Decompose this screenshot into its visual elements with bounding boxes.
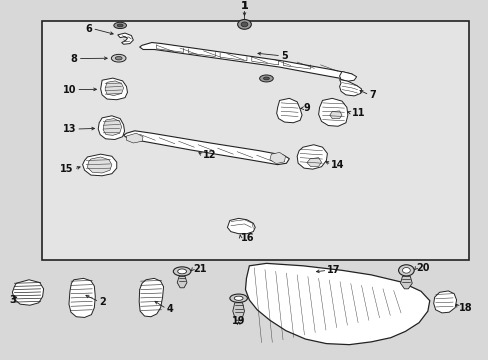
Ellipse shape [173,267,190,276]
Ellipse shape [114,22,126,28]
Polygon shape [318,98,347,126]
Polygon shape [306,158,321,167]
Polygon shape [433,291,456,313]
Polygon shape [105,81,123,95]
Circle shape [237,19,251,29]
Polygon shape [232,303,244,320]
Text: 6: 6 [85,23,92,33]
Text: 20: 20 [415,263,429,273]
Polygon shape [139,278,163,317]
Polygon shape [12,280,43,305]
Text: 10: 10 [62,85,76,95]
Text: 12: 12 [203,150,216,160]
Text: 5: 5 [281,51,287,61]
Polygon shape [87,157,112,173]
Polygon shape [329,111,341,118]
Text: 16: 16 [240,233,254,243]
Text: 8: 8 [71,54,78,64]
Circle shape [398,265,413,276]
Polygon shape [245,264,429,345]
Ellipse shape [111,54,126,62]
Text: 14: 14 [330,159,344,170]
Ellipse shape [115,57,122,60]
Polygon shape [101,78,127,100]
Ellipse shape [234,296,243,300]
Text: 11: 11 [351,108,365,118]
Bar [42,21,468,260]
Text: 7: 7 [368,90,375,100]
Ellipse shape [263,77,269,80]
Polygon shape [82,154,117,176]
Text: 9: 9 [304,103,310,113]
Polygon shape [69,278,95,318]
Text: 15: 15 [60,164,74,174]
Text: 17: 17 [327,265,340,275]
Ellipse shape [177,269,186,274]
Text: 19: 19 [231,316,245,326]
Polygon shape [297,145,327,169]
Text: 18: 18 [458,303,472,313]
Polygon shape [126,133,143,143]
Text: 1: 1 [240,1,248,11]
Polygon shape [98,116,124,140]
Text: 13: 13 [62,124,76,134]
Text: 2: 2 [99,297,106,307]
Ellipse shape [117,24,123,27]
Polygon shape [140,42,353,80]
Polygon shape [400,276,411,289]
Text: 1: 1 [240,1,248,11]
Polygon shape [118,33,133,44]
Circle shape [402,267,409,273]
Polygon shape [177,276,186,288]
Polygon shape [276,98,302,123]
Polygon shape [269,152,285,163]
Text: 4: 4 [166,304,173,314]
Ellipse shape [259,75,273,82]
Ellipse shape [229,294,247,302]
Polygon shape [339,80,361,96]
Text: 3: 3 [9,295,16,305]
Text: 21: 21 [193,264,206,274]
Polygon shape [227,219,255,234]
Polygon shape [103,118,122,135]
Circle shape [241,22,247,27]
Polygon shape [123,131,289,165]
Polygon shape [339,72,356,81]
